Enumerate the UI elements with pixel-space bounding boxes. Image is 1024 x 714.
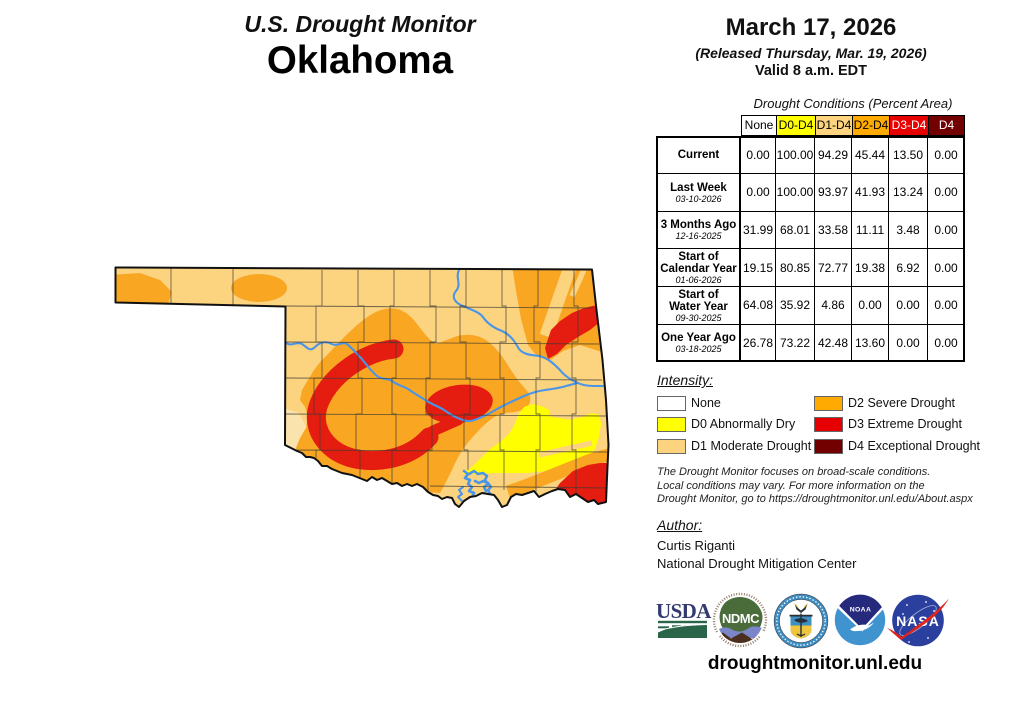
svg-text:NASA: NASA: [896, 613, 940, 629]
svg-text:NOAA: NOAA: [850, 607, 872, 614]
svg-text:NDMC: NDMC: [722, 611, 760, 626]
svg-text:USDA: USDA: [656, 599, 712, 623]
